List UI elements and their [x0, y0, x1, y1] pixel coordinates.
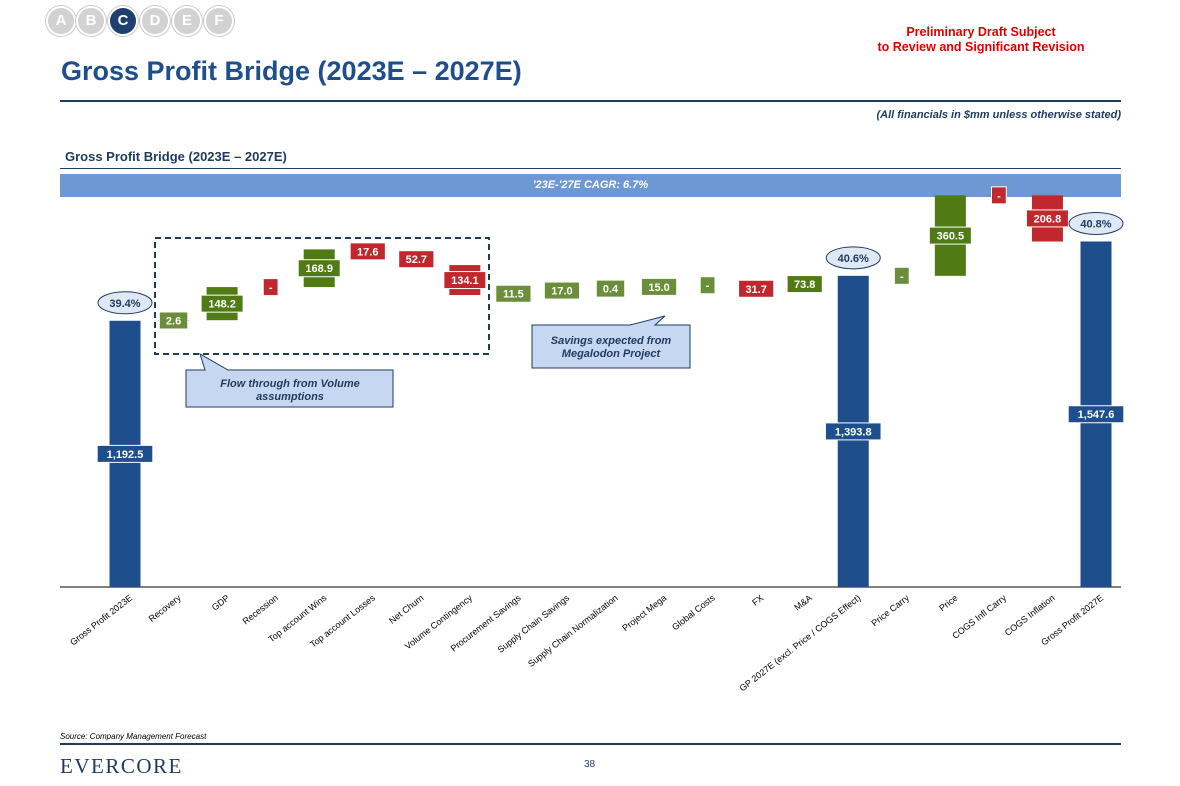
- data-label-box-16: [893, 266, 910, 285]
- data-label-box-8: [495, 284, 532, 303]
- data-label-box-10: [595, 279, 626, 298]
- data-label-13: 31.7: [745, 284, 766, 296]
- volume-drivers-box: [154, 237, 490, 355]
- data-label-17: 360.5: [937, 231, 965, 243]
- data-label-8: 11.5: [503, 289, 524, 301]
- category-label-13: FX: [750, 593, 765, 608]
- volume-callout-text: assumptions: [256, 391, 324, 403]
- draft-notice-line1: Preliminary Draft Subject: [906, 25, 1056, 39]
- nav-section-b[interactable]: B: [76, 6, 106, 36]
- data-label-14: 73.8: [794, 279, 815, 291]
- data-label-box-12: [699, 276, 716, 295]
- data-label-box-13: [738, 279, 775, 298]
- data-label-box-4: [297, 259, 341, 278]
- chart-title: Gross Profit Bridge (2023E – 2027E): [65, 149, 287, 164]
- cagr-banner: '23E-'27E CAGR: 6.7%: [60, 174, 1121, 197]
- margin-badge-2: [1068, 211, 1124, 235]
- data-label-box-17: [928, 226, 972, 245]
- data-label-box-9: [543, 281, 581, 300]
- data-label-box-0: [96, 444, 154, 463]
- data-label-box-1: [158, 311, 189, 330]
- category-label-2: GDP: [210, 593, 232, 613]
- category-label-17: Price: [937, 593, 959, 614]
- nav-section-a[interactable]: A: [46, 6, 76, 36]
- data-label-12: -: [706, 280, 710, 292]
- volume-callout: [185, 352, 394, 408]
- data-label-5: 17.6: [357, 246, 378, 258]
- nav-section-f[interactable]: F: [204, 6, 234, 36]
- data-label-4: 168.9: [305, 263, 333, 275]
- data-label-box-11: [640, 277, 678, 296]
- data-label-1: 2.6: [166, 315, 181, 327]
- data-label-box-3: [262, 278, 279, 297]
- data-label-3: -: [269, 282, 273, 294]
- data-label-16: -: [900, 271, 904, 283]
- category-label-10: Supply Chain Normalization: [526, 593, 620, 669]
- data-label-20: 1,547.6: [1078, 409, 1115, 421]
- category-label-12: Global Costs: [670, 592, 717, 632]
- category-label-3: Recession: [241, 593, 280, 627]
- data-label-10: 0.4: [603, 284, 619, 296]
- data-label-box-7: [443, 271, 487, 290]
- footer-divider: [60, 743, 1121, 745]
- category-label-16: Price Carry: [869, 592, 911, 628]
- margin-label-1: 40.6%: [838, 253, 869, 265]
- draft-notice: Preliminary Draft Subject to Review and …: [851, 25, 1111, 55]
- category-label-0: Gross Profit 2023E: [68, 593, 134, 648]
- margin-badge-1: [825, 246, 881, 270]
- title-divider: [60, 100, 1121, 102]
- category-label-1: Recovery: [147, 592, 184, 624]
- nav-section-c[interactable]: C: [108, 6, 138, 36]
- data-label-2: 148.2: [208, 299, 236, 311]
- data-label-15: 1,393.8: [835, 426, 872, 438]
- category-label-11: Project Mega: [620, 593, 668, 634]
- data-label-box-18: [991, 186, 1007, 205]
- data-label-9: 17.0: [551, 286, 572, 298]
- nav-section-d[interactable]: D: [140, 6, 170, 36]
- source-note: Source: Company Management Forecast: [60, 732, 207, 741]
- chart-title-divider: [60, 168, 1121, 169]
- financials-note: (All financials in $mm unless otherwise …: [876, 109, 1121, 121]
- margin-label-2: 40.8%: [1080, 218, 1111, 230]
- data-label-19: 206.8: [1034, 213, 1062, 225]
- data-label-7: 134.1: [451, 275, 479, 287]
- nav-section-e[interactable]: E: [172, 6, 202, 36]
- data-label-box-15: [824, 422, 882, 441]
- data-label-18: -: [997, 190, 1001, 202]
- data-label-box-20: [1067, 405, 1125, 424]
- data-label-11: 15.0: [648, 282, 669, 294]
- data-label-0: 1,192.5: [107, 449, 144, 461]
- savings-callout: [531, 315, 691, 369]
- data-label-box-14: [786, 275, 823, 294]
- data-label-box-2: [200, 294, 244, 313]
- savings-callout-text: Savings expected from: [551, 335, 672, 347]
- savings-callout-text: Megalodon Project: [562, 348, 662, 360]
- data-label-box-6: [398, 250, 435, 269]
- category-label-14: M&A: [792, 593, 814, 613]
- draft-notice-line2: to Review and Significant Revision: [877, 40, 1085, 54]
- page-number: 38: [584, 759, 596, 770]
- data-label-box-5: [349, 242, 386, 261]
- volume-callout-text: Flow through from Volume: [220, 378, 360, 390]
- category-label-18: COGS Infl Carry: [950, 592, 1008, 641]
- data-label-box-19: [1025, 209, 1069, 228]
- data-label-6: 52.7: [406, 254, 427, 266]
- category-label-6: Net Churn: [387, 593, 425, 626]
- margin-label-0: 39.4%: [109, 298, 140, 310]
- margin-badge-0: [97, 291, 153, 315]
- evercore-logo: EVERCORE: [60, 754, 183, 778]
- page-title: Gross Profit Bridge (2023E – 2027E): [61, 56, 522, 86]
